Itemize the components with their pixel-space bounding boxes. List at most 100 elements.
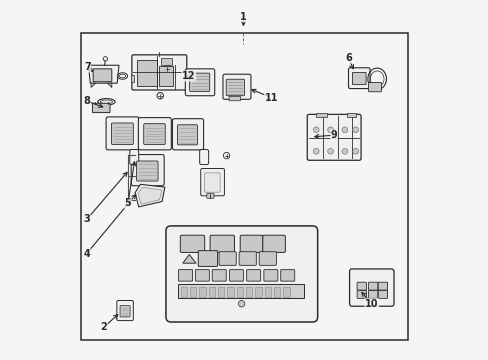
- FancyBboxPatch shape: [136, 161, 158, 181]
- Circle shape: [352, 148, 358, 154]
- FancyBboxPatch shape: [378, 291, 387, 298]
- Ellipse shape: [100, 100, 112, 104]
- Circle shape: [103, 57, 107, 61]
- Text: 1: 1: [240, 12, 246, 22]
- FancyBboxPatch shape: [185, 69, 214, 96]
- Circle shape: [163, 65, 171, 72]
- FancyBboxPatch shape: [106, 117, 139, 150]
- FancyBboxPatch shape: [264, 270, 277, 281]
- FancyBboxPatch shape: [178, 270, 192, 281]
- FancyBboxPatch shape: [143, 124, 165, 144]
- Text: 4: 4: [83, 248, 90, 258]
- Circle shape: [341, 148, 347, 154]
- Bar: [316, 113, 326, 117]
- FancyBboxPatch shape: [280, 270, 294, 281]
- FancyBboxPatch shape: [132, 55, 186, 90]
- FancyBboxPatch shape: [356, 291, 366, 298]
- Bar: [227, 287, 233, 297]
- Text: 2: 2: [101, 322, 107, 332]
- FancyBboxPatch shape: [165, 226, 317, 322]
- FancyBboxPatch shape: [240, 235, 262, 252]
- FancyBboxPatch shape: [368, 282, 377, 290]
- FancyBboxPatch shape: [210, 235, 234, 252]
- FancyBboxPatch shape: [368, 82, 381, 92]
- FancyBboxPatch shape: [204, 173, 220, 192]
- FancyBboxPatch shape: [223, 74, 250, 99]
- Bar: [137, 60, 156, 86]
- Circle shape: [341, 127, 347, 133]
- Bar: [283, 287, 289, 297]
- FancyBboxPatch shape: [198, 251, 217, 266]
- Circle shape: [352, 127, 358, 133]
- Polygon shape: [183, 255, 196, 263]
- FancyBboxPatch shape: [349, 269, 393, 306]
- FancyBboxPatch shape: [368, 291, 377, 298]
- FancyBboxPatch shape: [228, 96, 240, 101]
- Bar: [178, 284, 303, 298]
- Ellipse shape: [119, 74, 125, 78]
- FancyBboxPatch shape: [177, 125, 197, 145]
- Bar: [273, 287, 280, 297]
- FancyBboxPatch shape: [195, 270, 209, 281]
- Bar: [255, 287, 261, 297]
- Circle shape: [313, 148, 319, 154]
- FancyBboxPatch shape: [356, 282, 366, 290]
- FancyBboxPatch shape: [229, 270, 243, 281]
- FancyBboxPatch shape: [131, 154, 164, 186]
- Text: 5: 5: [124, 198, 131, 208]
- FancyBboxPatch shape: [111, 123, 133, 144]
- Circle shape: [327, 127, 333, 133]
- FancyBboxPatch shape: [172, 119, 203, 150]
- Text: 9: 9: [330, 130, 337, 140]
- FancyBboxPatch shape: [259, 252, 276, 265]
- Text: 11: 11: [264, 93, 278, 103]
- FancyBboxPatch shape: [239, 252, 256, 265]
- Text: 12: 12: [182, 71, 195, 81]
- FancyBboxPatch shape: [378, 282, 387, 290]
- FancyBboxPatch shape: [120, 306, 130, 317]
- FancyBboxPatch shape: [206, 193, 214, 198]
- Bar: [236, 287, 243, 297]
- FancyBboxPatch shape: [201, 168, 224, 196]
- Polygon shape: [88, 65, 119, 83]
- Bar: [218, 287, 224, 297]
- FancyBboxPatch shape: [352, 72, 366, 85]
- FancyBboxPatch shape: [246, 270, 260, 281]
- Polygon shape: [91, 83, 96, 87]
- Text: 7: 7: [84, 62, 91, 72]
- Bar: [161, 58, 172, 65]
- Polygon shape: [135, 184, 164, 207]
- FancyBboxPatch shape: [348, 68, 369, 89]
- FancyBboxPatch shape: [129, 149, 139, 165]
- FancyBboxPatch shape: [117, 301, 133, 320]
- Polygon shape: [107, 83, 112, 87]
- FancyBboxPatch shape: [189, 73, 209, 91]
- Text: 8: 8: [83, 96, 90, 106]
- Bar: [190, 287, 196, 297]
- FancyBboxPatch shape: [138, 118, 171, 150]
- Circle shape: [223, 152, 229, 159]
- FancyBboxPatch shape: [262, 235, 285, 252]
- Bar: [159, 66, 173, 86]
- Circle shape: [238, 301, 244, 307]
- FancyBboxPatch shape: [306, 114, 360, 160]
- Bar: [199, 287, 205, 297]
- Circle shape: [313, 127, 319, 133]
- Text: 3: 3: [83, 215, 90, 224]
- Polygon shape: [138, 187, 162, 204]
- FancyBboxPatch shape: [226, 79, 244, 96]
- FancyBboxPatch shape: [212, 270, 226, 281]
- FancyBboxPatch shape: [92, 103, 110, 113]
- Bar: [245, 287, 252, 297]
- Bar: [208, 287, 215, 297]
- Bar: [180, 287, 187, 297]
- Text: 10: 10: [365, 299, 378, 309]
- Bar: [346, 113, 355, 117]
- FancyBboxPatch shape: [219, 252, 236, 265]
- Circle shape: [327, 148, 333, 154]
- Bar: [131, 75, 134, 82]
- Text: 6: 6: [345, 53, 351, 63]
- FancyBboxPatch shape: [93, 69, 112, 82]
- Bar: [81, 33, 407, 339]
- Bar: [264, 287, 270, 297]
